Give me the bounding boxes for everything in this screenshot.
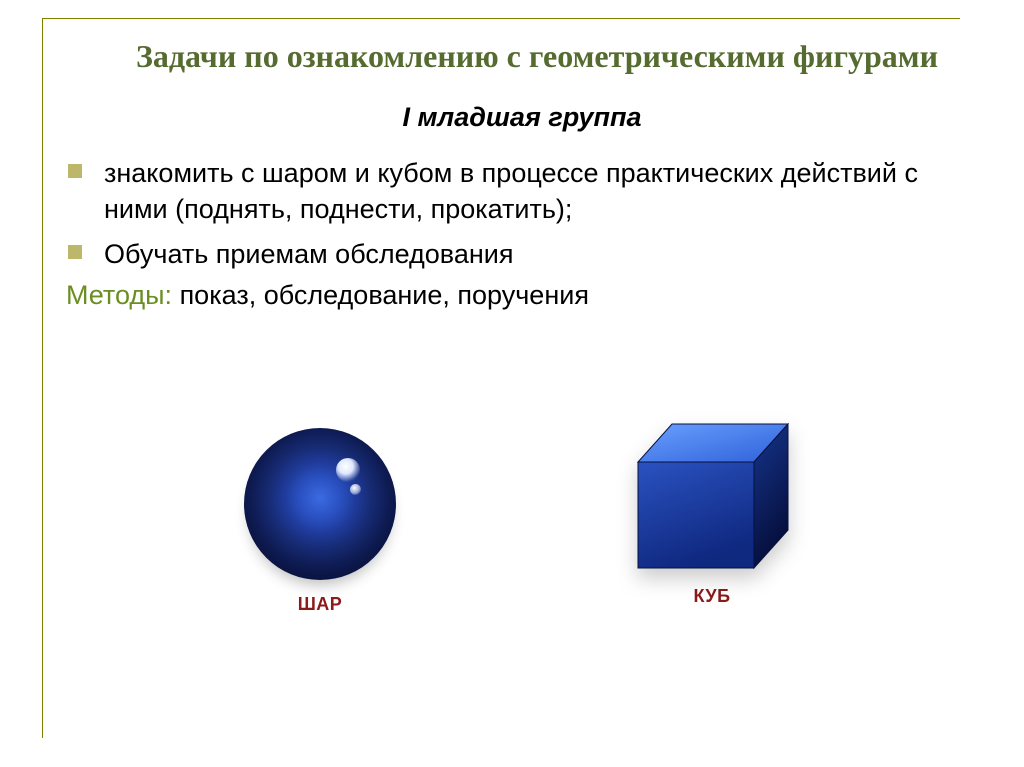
- methods-line: Методы: показ, обследование, поручения: [62, 280, 982, 311]
- sphere-label: ШАР: [220, 594, 420, 615]
- cube-figure: КУБ: [612, 420, 812, 607]
- methods-text: показ, обследование, поручения: [172, 280, 589, 310]
- slide-content: Задачи по ознакомлению с геометрическими…: [62, 36, 982, 311]
- slide-title: Задачи по ознакомлению с геометрическими…: [62, 36, 982, 76]
- sphere-icon: [244, 428, 396, 580]
- cube-label: КУБ: [612, 586, 812, 607]
- bullet-list: знакомить с шаром и кубом в процессе пра…: [62, 155, 982, 272]
- methods-label: Методы:: [66, 280, 172, 310]
- figure-row: ШАР: [0, 400, 1024, 700]
- bullet-item: Обучать приемам обследования: [62, 236, 982, 272]
- slide-subtitle: I младшая группа: [62, 102, 982, 133]
- sphere-figure: ШАР: [220, 428, 420, 615]
- cube-icon: [632, 420, 792, 572]
- bullet-item: знакомить с шаром и кубом в процессе пра…: [62, 155, 982, 228]
